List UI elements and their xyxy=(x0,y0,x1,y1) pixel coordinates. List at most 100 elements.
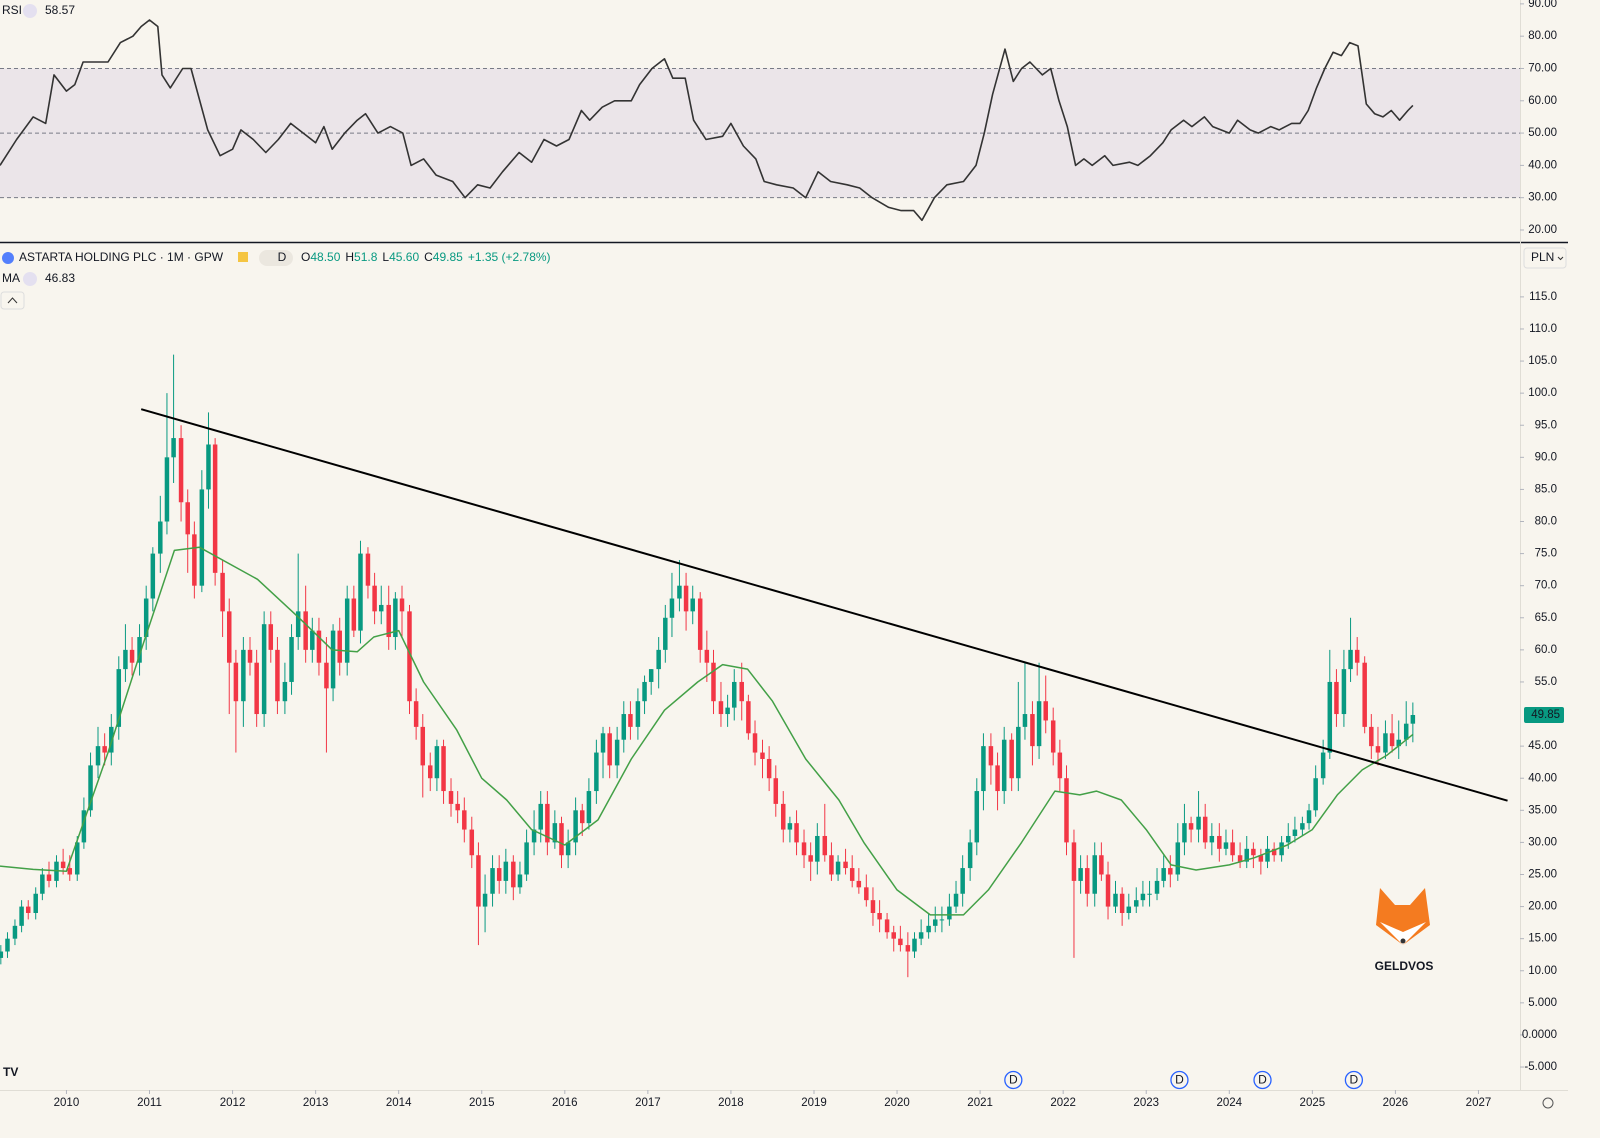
candle-body xyxy=(1217,835,1222,849)
flag-icon[interactable] xyxy=(238,252,248,262)
y-tick-label: 30.00 xyxy=(1528,836,1557,848)
candle-body xyxy=(1022,714,1028,727)
candle-body xyxy=(1369,726,1374,747)
candle-body xyxy=(60,861,66,869)
candle-body xyxy=(1161,868,1166,881)
candle-body xyxy=(178,438,184,503)
candle-body xyxy=(1403,723,1409,740)
badge-pill[interactable] xyxy=(259,250,293,266)
candle-body xyxy=(843,861,848,869)
candle-body xyxy=(469,829,475,856)
collapse-button[interactable] xyxy=(0,291,25,310)
candle-body xyxy=(1354,649,1360,663)
candle-body xyxy=(1410,715,1416,724)
candle-body xyxy=(1375,746,1381,753)
y-tick-label: 85.0 xyxy=(1535,483,1557,495)
candle-body xyxy=(773,778,779,804)
candle-body xyxy=(102,746,107,753)
candle-body xyxy=(1313,778,1318,811)
dividend-label: D xyxy=(1175,1073,1184,1087)
candle-body xyxy=(490,868,495,894)
candle-body xyxy=(656,649,661,670)
candle-body xyxy=(206,444,211,490)
y-tick-label: 90.00 xyxy=(1528,0,1557,10)
candle-body xyxy=(947,906,952,920)
candle-body xyxy=(434,746,440,779)
candle-body xyxy=(939,919,945,921)
x-tick-label: 2023 xyxy=(1133,1097,1159,1109)
rsi-name: RSI xyxy=(2,3,22,17)
candle-body xyxy=(123,649,128,670)
candle-body xyxy=(226,611,232,663)
watermark-logo: GELDVOS xyxy=(1375,888,1433,973)
candle-body xyxy=(1292,829,1298,836)
y-tick-label: 20.00 xyxy=(1528,901,1557,913)
candle-body xyxy=(282,681,288,702)
candle-body xyxy=(517,874,523,888)
currency-dropdown[interactable] xyxy=(1523,247,1567,269)
candle-body xyxy=(635,701,641,727)
y-tick-label: 20.00 xyxy=(1528,224,1557,236)
x-tick-label: 2024 xyxy=(1216,1097,1242,1109)
candle-body xyxy=(766,758,772,779)
candle-body xyxy=(1362,662,1367,727)
candle-body xyxy=(683,585,689,612)
candle-body xyxy=(25,906,31,913)
x-tick-label: 2016 xyxy=(552,1097,578,1109)
y-tick-label: 100.0 xyxy=(1528,387,1557,399)
currency: PLN xyxy=(1531,250,1554,264)
candle-body xyxy=(192,534,197,586)
candle-body xyxy=(164,457,170,522)
candle-body xyxy=(988,746,994,766)
settings-icon[interactable] xyxy=(23,4,37,18)
candle-body xyxy=(628,714,633,727)
candle-body xyxy=(372,585,377,612)
candle-body xyxy=(849,868,855,881)
candle-body xyxy=(399,598,405,612)
candle-body xyxy=(953,893,959,907)
candle-body xyxy=(1202,816,1208,843)
candle-body xyxy=(1396,739,1401,747)
candle-body xyxy=(310,630,315,650)
candle-body xyxy=(1085,868,1090,894)
candle-body xyxy=(669,598,675,618)
candle-body xyxy=(760,752,765,759)
settings-icon[interactable] xyxy=(23,272,37,286)
y-tick-label: 15.00 xyxy=(1528,933,1557,945)
candle-body xyxy=(496,868,502,881)
candle-body xyxy=(1043,701,1048,721)
candle-body xyxy=(212,444,218,573)
candle-body xyxy=(794,823,799,843)
candle-body xyxy=(746,701,751,734)
candle-body xyxy=(1334,681,1339,715)
candle-body xyxy=(559,823,564,856)
candle-body xyxy=(1209,835,1215,843)
candle-body xyxy=(1327,681,1333,753)
candle-body xyxy=(864,887,869,901)
ohlc-key: H xyxy=(345,250,354,264)
y-tick-label: 35.00 xyxy=(1528,804,1557,816)
candle-body xyxy=(725,707,730,715)
candle-body xyxy=(829,855,834,875)
candle-body xyxy=(1064,778,1069,843)
candle-body xyxy=(254,662,259,715)
candle-body xyxy=(1175,842,1181,875)
settings-icon[interactable] xyxy=(1542,1097,1554,1109)
candle-body xyxy=(1078,868,1083,881)
candle-body xyxy=(289,637,294,682)
x-tick-label: 2013 xyxy=(303,1097,329,1109)
candle-body xyxy=(1223,842,1229,849)
candle-body xyxy=(1251,848,1256,856)
x-tick-label: 2021 xyxy=(967,1097,993,1109)
candle-body xyxy=(697,598,703,650)
candle-body xyxy=(5,938,10,952)
ohlc-value: 45.60 xyxy=(389,250,419,264)
candle-body xyxy=(1119,893,1125,913)
candle-body xyxy=(1348,649,1353,670)
x-tick-label: 2026 xyxy=(1383,1097,1409,1109)
ohlc-key: C xyxy=(424,250,433,264)
rsi-legend: RSI 58.57 xyxy=(2,3,75,18)
candle-body xyxy=(1389,733,1395,747)
candle-body xyxy=(150,553,156,599)
